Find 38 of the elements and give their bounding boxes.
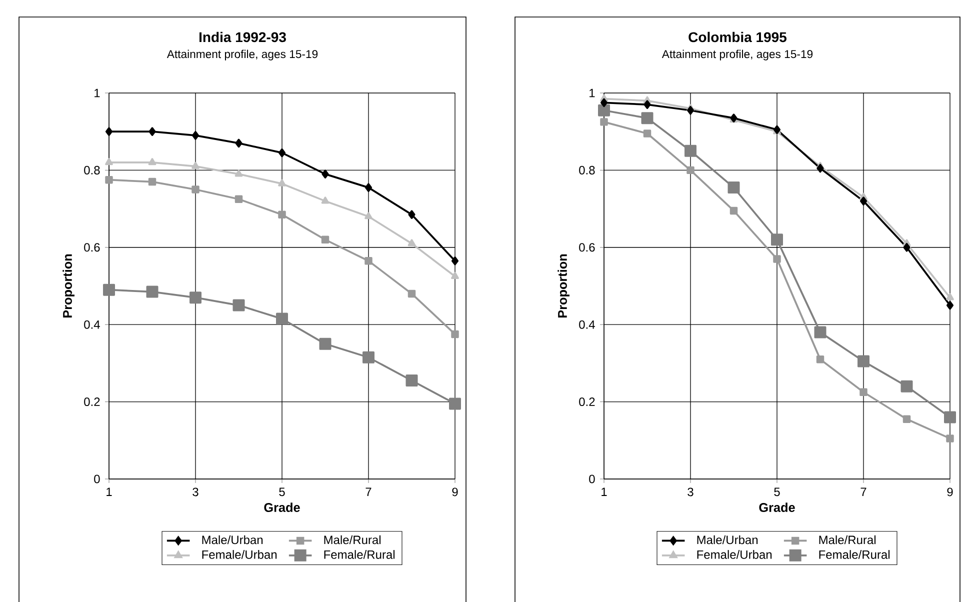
x-axis-title: Grade [759,502,795,512]
y-tick-label: 0 [589,474,595,484]
legend-label: Male/Rural [819,535,876,544]
legend-label: Male/Urban [202,535,263,544]
x-tick-label: 3 [192,488,198,496]
y-tick-label: 0.6 [579,243,595,252]
y-axis-title: Proportion [558,254,570,318]
y-tick-label: 1 [590,88,595,98]
legend-label: Female/Rural [819,550,890,559]
y-tick-label: 0.2 [84,398,100,406]
y-tick-label: 0.6 [84,243,100,252]
x-tick-label: 1 [602,488,607,496]
legend-label: Male/Urban [697,535,758,544]
x-tick-label: 5 [774,488,780,496]
x-axis-title: Grade [264,502,300,512]
y-tick-label: 0.8 [84,166,100,174]
legend-label: Female/Rural [324,550,395,559]
chart-subtitle: Attainment profile, ages 15-19 [662,50,813,60]
legend-label: Male/Rural [324,535,381,544]
x-tick-label: 7 [860,488,866,496]
y-tick-label: 1 [94,88,100,98]
chart-subtitle: Attainment profile, ages 15-19 [166,50,318,60]
y-tick-label: 0.4 [579,320,595,329]
x-tick-label: 5 [279,488,285,496]
y-tick-label: 0.4 [84,320,100,329]
chart-title: India 1992-93 [199,32,286,42]
legend-label: Female/Urban [202,550,277,559]
x-tick-label: 9 [947,488,953,496]
x-tick-label: 7 [366,488,372,496]
y-tick-label: 0 [94,474,100,484]
x-tick-label: 3 [688,488,694,496]
x-tick-label: 1 [106,488,112,496]
x-tick-label: 9 [452,488,458,496]
y-tick-label: 0.8 [579,166,595,174]
chart-title: Colombia 1995 [688,32,786,42]
y-axis-title: Proportion [62,254,74,318]
legend-label: Female/Urban [697,550,772,559]
y-tick-label: 0.2 [579,398,595,406]
